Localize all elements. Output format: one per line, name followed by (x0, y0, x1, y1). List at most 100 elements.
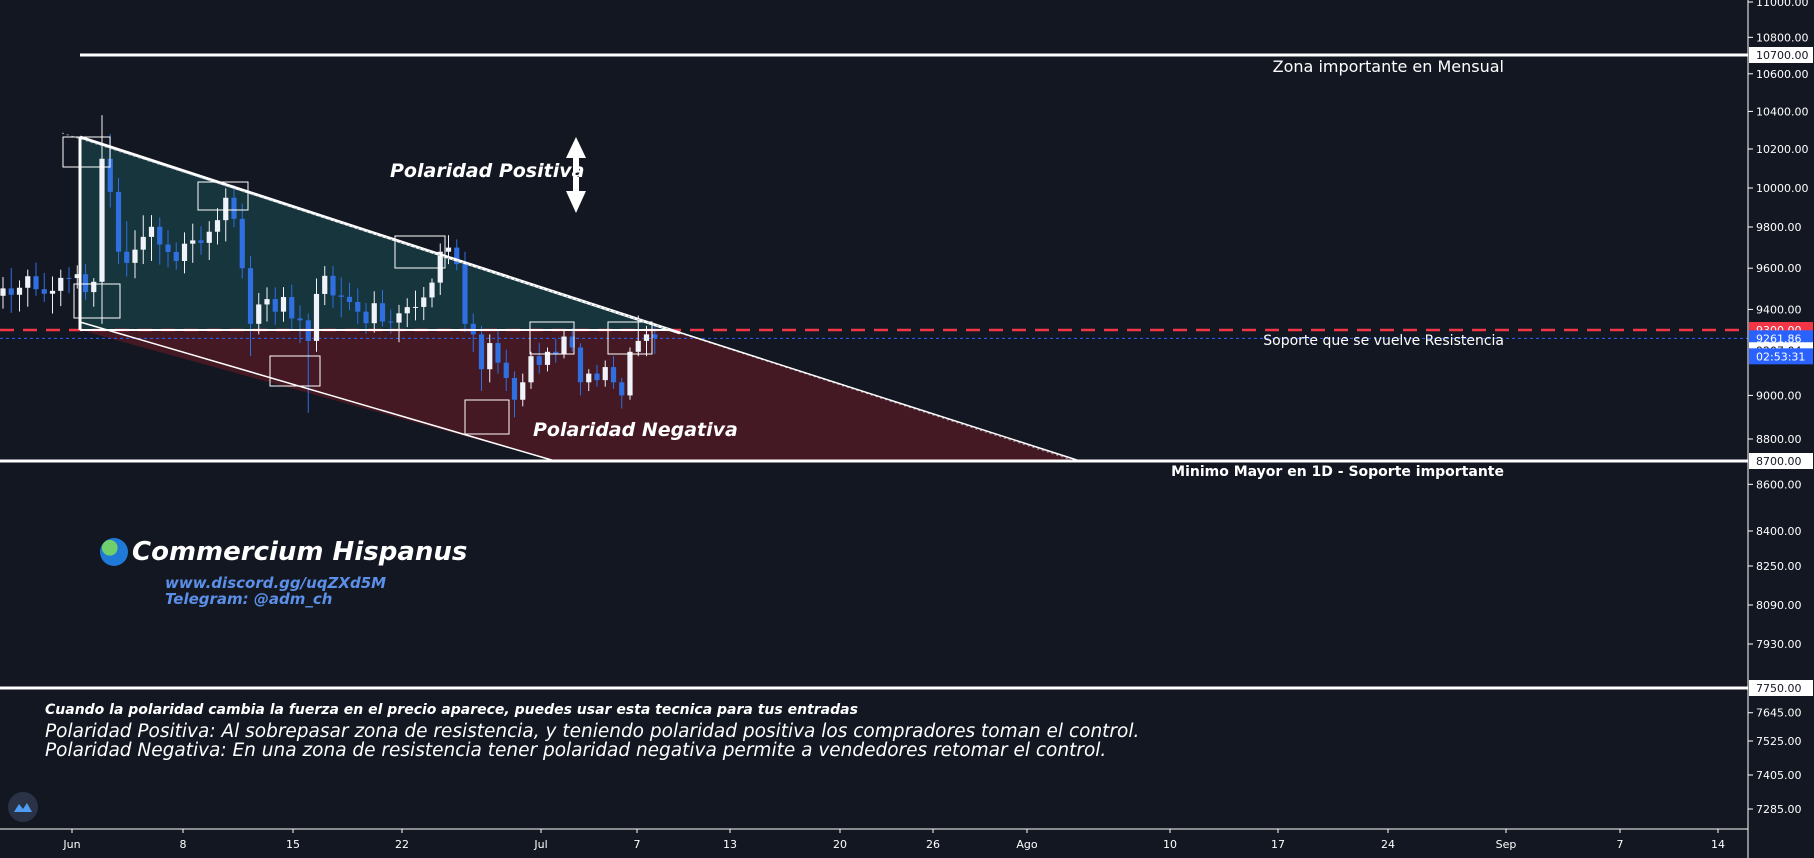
candle-body (503, 362, 509, 378)
channel-extension-line (671, 329, 1081, 462)
candle (289, 284, 295, 330)
discord-link[interactable]: www.discord.gg/uqZXd5M (165, 574, 387, 592)
time-axis[interactable]: Jun 8 15 22 Jul 7 13 20 26 Ago 10 17 24 Sep 7 14 (0, 828, 1748, 851)
candle (66, 267, 72, 294)
candle (173, 242, 179, 270)
candle (198, 226, 204, 255)
telegram-handle: Telegram: @adm_ch (165, 590, 333, 608)
price-axis[interactable]: 11000.00 10800.00 10600.00 10400.00 10200.00… (1747, 0, 1814, 858)
candle (520, 373, 526, 407)
candle-body (173, 251, 179, 261)
candle-body (206, 231, 212, 243)
countdown-label: 02:53:31 (1756, 350, 1805, 363)
candle (429, 278, 435, 308)
candle (74, 265, 80, 289)
candle-body (41, 289, 47, 294)
candle (338, 277, 344, 318)
globe-icon (100, 538, 128, 566)
price-label-bg (1749, 453, 1813, 469)
candle (511, 371, 518, 418)
candle-body (478, 334, 485, 370)
candle (124, 221, 130, 277)
candle-body (148, 226, 155, 237)
time-tick-label: 17 (1271, 838, 1285, 851)
candle-body (569, 336, 575, 348)
price-tick-label: 7930.00 (1756, 638, 1802, 651)
candle-body (388, 321, 394, 323)
candle (379, 290, 386, 327)
candle (280, 287, 287, 322)
candle (33, 262, 39, 296)
candle (206, 221, 212, 260)
price-tick-label: 7525.00 (1756, 735, 1802, 748)
highlight-box (607, 321, 653, 355)
candle (115, 178, 122, 265)
time-tick-label: 24 (1381, 838, 1395, 851)
candle (487, 334, 493, 383)
price-axis-bg (1748, 0, 1814, 858)
tradingview-logo-button[interactable] (8, 792, 38, 822)
candle-body (16, 287, 23, 295)
candle (528, 351, 534, 389)
time-tick-label: 20 (833, 838, 847, 851)
candle-body (91, 281, 97, 293)
candle-body (553, 351, 559, 354)
candle-body (396, 313, 402, 323)
candle (256, 292, 262, 335)
candle (157, 217, 163, 265)
candle (610, 356, 617, 389)
candle (8, 267, 14, 313)
trend-drawings (61, 132, 1081, 462)
candle (553, 338, 559, 363)
arrow-shaft-up (573, 158, 579, 172)
price-tick-label: 8800.00 (1756, 433, 1802, 446)
price-tick-label: 10000.00 (1756, 182, 1809, 195)
descending-trendline (79, 135, 681, 335)
candle-body (487, 343, 493, 370)
candle-body (429, 282, 435, 298)
candle-body (346, 296, 353, 302)
price-tick-label: 7285.00 (1756, 803, 1802, 816)
candle (627, 347, 633, 400)
candle (223, 188, 229, 242)
highlight-box (269, 355, 321, 387)
candle (148, 215, 155, 261)
candle (25, 269, 31, 307)
arrow-up (566, 137, 586, 158)
candle (247, 255, 254, 357)
candle-body (520, 382, 526, 400)
candle-body (157, 226, 163, 245)
time-tick-label: 7 (634, 838, 641, 851)
candle (91, 278, 97, 307)
candle-body (132, 249, 138, 263)
price-tick-label: 10600.00 (1756, 68, 1809, 81)
candle (214, 208, 221, 245)
candle-body (627, 351, 633, 396)
candle-body (124, 251, 130, 263)
candle-body (594, 373, 600, 381)
candle (330, 266, 336, 308)
time-tick-label: 13 (723, 838, 737, 851)
price-tick-label: 9600.00 (1756, 262, 1802, 275)
brand-block: Commercium Hispanus (100, 537, 467, 567)
candle (322, 266, 328, 306)
price-tick-label: 11000.00 (1756, 0, 1809, 9)
price-label-bg (1749, 47, 1813, 63)
candle-body (322, 275, 328, 294)
candle (478, 325, 485, 392)
candle-body (107, 158, 113, 192)
time-tick-label: 26 (926, 838, 940, 851)
candle (577, 343, 584, 396)
candle-body (82, 274, 89, 293)
price-tick-label: 10400.00 (1756, 105, 1809, 118)
candle (41, 272, 47, 302)
candle-body (643, 334, 650, 341)
candle (495, 330, 501, 374)
candle (272, 287, 278, 325)
candle-body (379, 303, 386, 322)
candle-body (115, 191, 122, 252)
candle-body (652, 334, 658, 339)
time-tick-label: 8 (180, 838, 187, 851)
